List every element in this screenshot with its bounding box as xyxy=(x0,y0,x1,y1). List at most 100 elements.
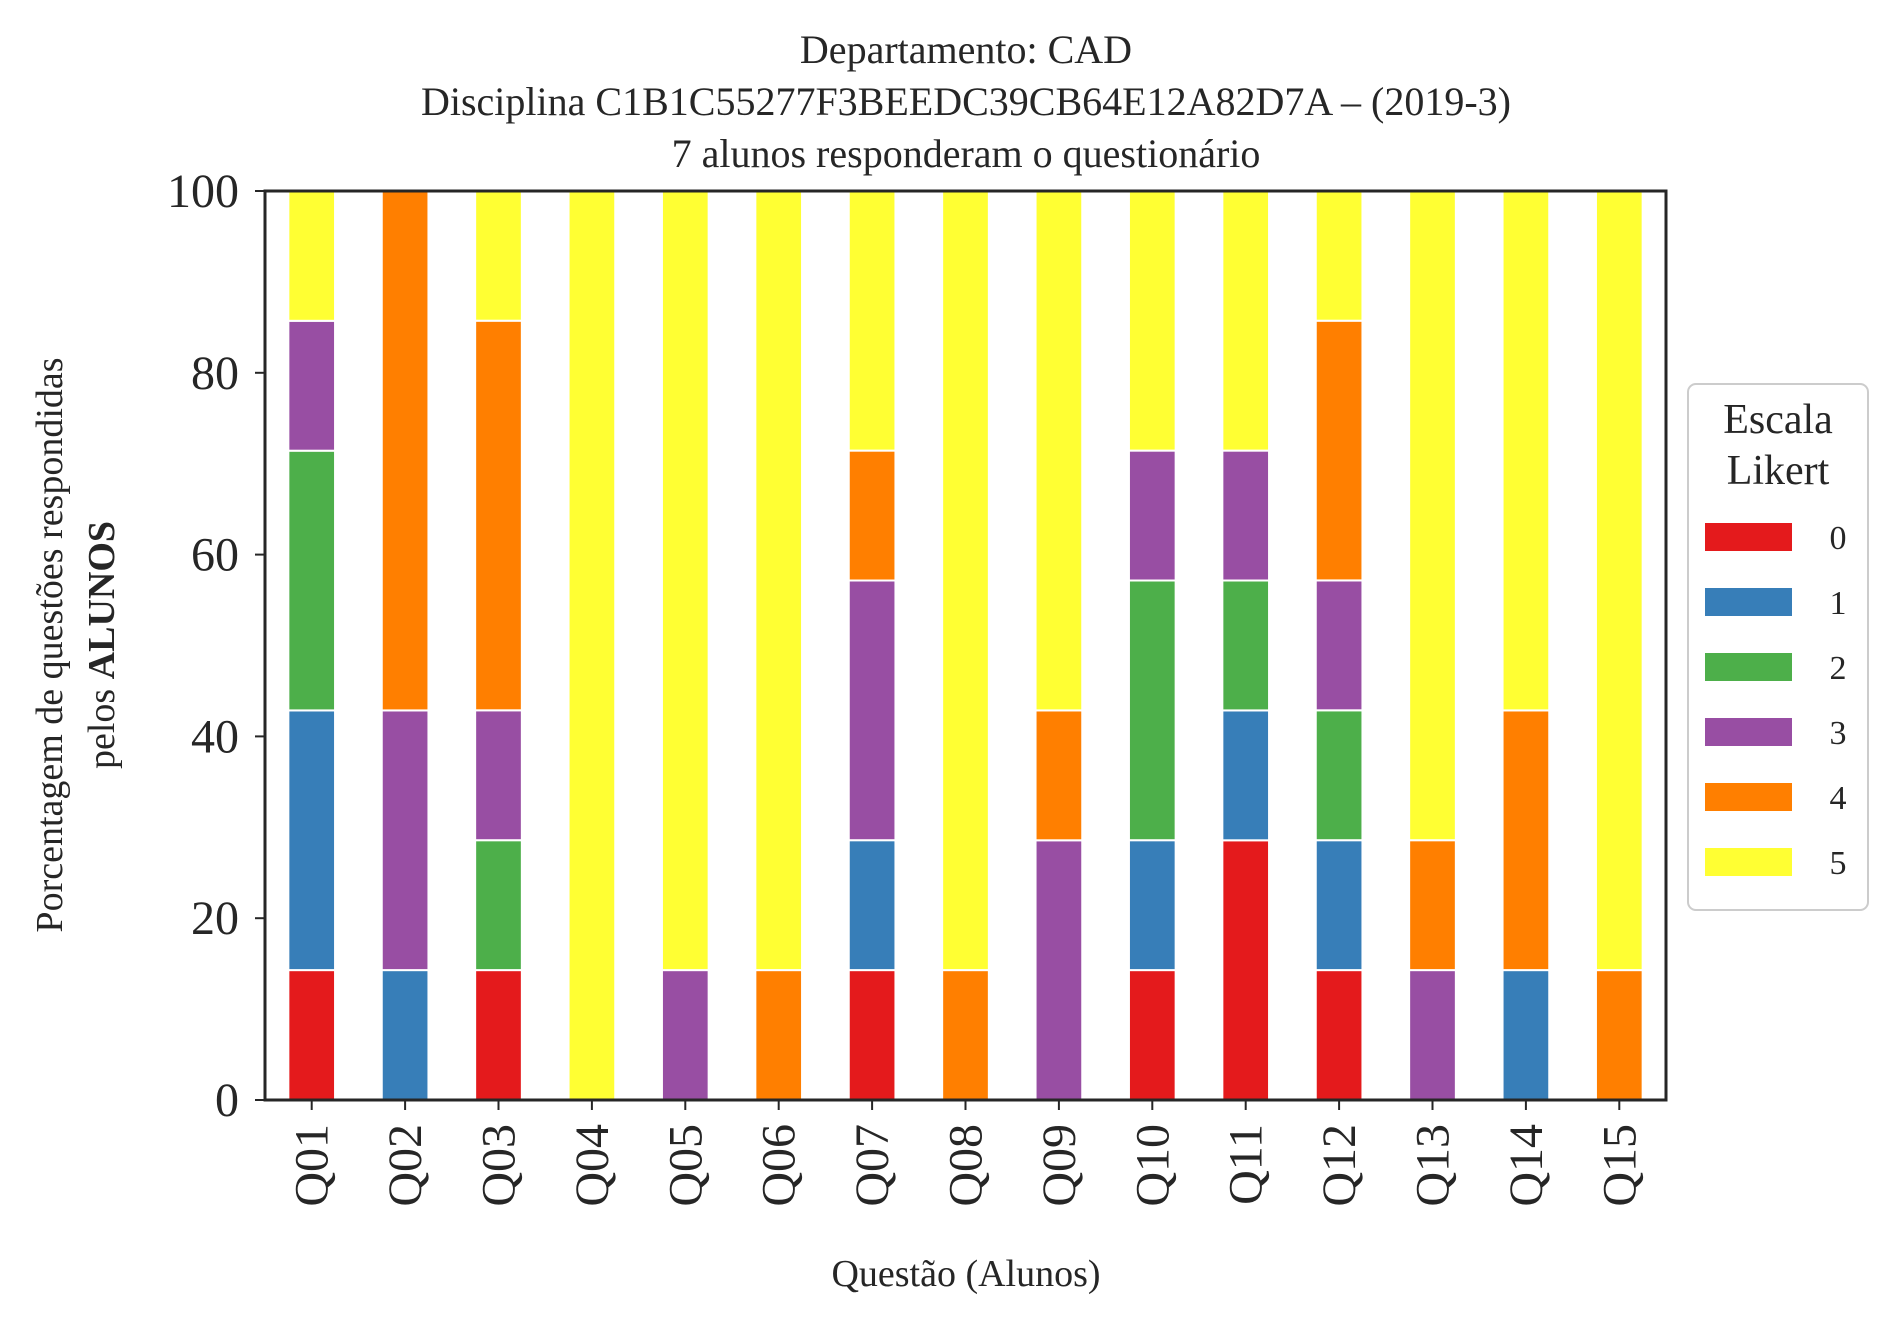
y-axis-label-line-1: Porcentagem de questões respondidas xyxy=(29,357,71,932)
x-axis-label: Questão (Alunos) xyxy=(831,1253,1100,1295)
bar-Q07-likert-3 xyxy=(847,579,897,842)
x-tick-label-Q07: Q07 xyxy=(846,1124,899,1207)
bar-Q11-likert-1 xyxy=(1221,709,1271,842)
bar-Q02-likert-4 xyxy=(380,190,430,712)
bar-Q11-likert-5 xyxy=(1221,189,1271,452)
y-tick-label: 40 xyxy=(191,710,239,763)
bar-Q10-likert-5 xyxy=(1127,189,1177,452)
bar-Q02-likert-3 xyxy=(380,709,430,972)
x-tick-label-Q05: Q05 xyxy=(659,1124,712,1207)
x-tick-label-Q14: Q14 xyxy=(1500,1124,1553,1207)
x-tick-label-Q15: Q15 xyxy=(1593,1124,1646,1207)
bar-Q09-likert-4 xyxy=(1034,709,1084,842)
y-tick-label: 80 xyxy=(191,347,239,400)
bar-Q09-likert-3 xyxy=(1034,839,1084,1101)
bar-Q15-likert-4 xyxy=(1594,969,1644,1101)
bar-Q13-likert-3 xyxy=(1408,969,1457,1101)
y-axis-label-bold: ALUNOS xyxy=(81,521,123,679)
bars xyxy=(287,189,1644,1101)
x-tick-label-Q03: Q03 xyxy=(473,1124,526,1207)
bar-Q05-likert-5 xyxy=(660,190,710,972)
legend-swatch-0 xyxy=(1705,523,1792,551)
legend-label-0: 0 xyxy=(1830,520,1847,557)
bar-Q07-likert-4 xyxy=(847,449,897,582)
bar-Q03-likert-0 xyxy=(474,969,523,1101)
bar-Q03-likert-5 xyxy=(474,189,523,322)
bar-Q11-likert-2 xyxy=(1221,579,1271,712)
bar-Q11-likert-0 xyxy=(1221,839,1271,1101)
plot-frame xyxy=(263,189,1668,1102)
legend-swatch-2 xyxy=(1705,653,1792,681)
x-tick-label-Q09: Q09 xyxy=(1033,1124,1086,1207)
x-tick-label-Q01: Q01 xyxy=(286,1124,339,1207)
bar-Q01-likert-3 xyxy=(287,319,337,452)
bar-Q09-likert-5 xyxy=(1034,190,1084,712)
bar-Q07-likert-5 xyxy=(847,189,897,452)
bar-Q14-likert-4 xyxy=(1501,709,1551,972)
x-tick-label-Q08: Q08 xyxy=(940,1124,993,1207)
legend-swatch-4 xyxy=(1705,783,1792,811)
title-line-2: Disciplina C1B1C55277F3BEEDC39CB64E12A82… xyxy=(421,79,1511,124)
bar-Q08-likert-5 xyxy=(941,190,990,972)
x-axis-ticks: Q01 Q02 Q03 Q04 Q05 Q06 Q07 Q08 Q09 Q10 Q11 Q12 Q13 Q… xyxy=(286,1100,1646,1207)
y-axis-label-line-2: pelos ALUNOS xyxy=(81,521,123,769)
bar-Q12-likert-1 xyxy=(1314,839,1364,972)
bar-Q12-likert-0 xyxy=(1314,969,1364,1101)
bar-Q10-likert-1 xyxy=(1127,839,1177,972)
y-axis-label: Porcentagem de questões respondidas pelo… xyxy=(29,357,123,932)
x-tick-label-Q06: Q06 xyxy=(753,1124,806,1207)
bar-Q13-likert-5 xyxy=(1408,189,1457,842)
bar-Q12-likert-5 xyxy=(1314,189,1364,322)
bar-Q14-likert-1 xyxy=(1501,969,1551,1101)
chart-title: Departamento: CAD Disciplina C1B1C55277F… xyxy=(421,27,1511,176)
bar-Q02-likert-1 xyxy=(380,969,430,1101)
y-tick-label: 100 xyxy=(167,165,239,218)
x-tick-label-Q02: Q02 xyxy=(379,1124,432,1207)
bar-Q12-likert-3 xyxy=(1314,579,1364,712)
x-tick-label-Q12: Q12 xyxy=(1313,1124,1366,1207)
y-axis-ticks: 0 20 40 60 80 100 xyxy=(167,165,265,1127)
legend-label-2: 2 xyxy=(1830,650,1847,687)
bar-Q01-likert-2 xyxy=(287,449,337,712)
legend-frame xyxy=(1687,383,1869,911)
y-axis-label-prefix: pelos xyxy=(81,679,123,769)
bar-Q10-likert-3 xyxy=(1127,449,1177,582)
legend-title-line-2: Likert xyxy=(1727,448,1830,494)
x-tick-label-Q10: Q10 xyxy=(1126,1124,1179,1207)
legend-label-3: 3 xyxy=(1830,715,1847,752)
bar-Q01-likert-0 xyxy=(287,969,337,1101)
bar-Q01-likert-1 xyxy=(287,709,337,972)
bar-Q03-likert-4 xyxy=(474,319,523,712)
bar-Q03-likert-2 xyxy=(474,839,523,972)
legend: Escala Likert 0 1 2 3 4 5 xyxy=(1687,383,1869,911)
legend-swatch-1 xyxy=(1705,588,1792,616)
bar-Q14-likert-5 xyxy=(1501,190,1551,712)
legend-label-5: 5 xyxy=(1830,845,1847,882)
bar-Q11-likert-3 xyxy=(1221,449,1271,582)
bar-Q07-likert-0 xyxy=(847,969,897,1101)
x-tick-label-Q13: Q13 xyxy=(1407,1124,1460,1207)
legend-items: 0 1 2 3 4 5 xyxy=(1705,520,1847,882)
legend-label-1: 1 xyxy=(1830,585,1847,622)
bar-Q15-likert-5 xyxy=(1594,190,1644,972)
legend-swatch-3 xyxy=(1705,718,1792,746)
bar-Q03-likert-3 xyxy=(474,709,523,842)
x-tick-label-Q11: Q11 xyxy=(1220,1124,1273,1205)
bar-Q01-likert-5 xyxy=(287,189,337,322)
title-line-1: Departamento: CAD xyxy=(800,27,1132,72)
bar-Q08-likert-4 xyxy=(941,969,990,1101)
y-tick-label: 60 xyxy=(191,529,239,582)
bar-Q13-likert-4 xyxy=(1408,839,1457,972)
title-line-3: 7 alunos responderam o questionário xyxy=(672,131,1261,176)
bar-Q10-likert-0 xyxy=(1127,969,1177,1101)
bar-Q04-likert-5 xyxy=(567,190,617,1101)
legend-swatch-5 xyxy=(1705,848,1792,876)
x-tick-label-Q04: Q04 xyxy=(566,1124,619,1207)
bar-Q06-likert-4 xyxy=(754,969,804,1101)
bar-Q10-likert-2 xyxy=(1127,579,1177,842)
y-tick-label: 20 xyxy=(191,892,239,945)
bar-Q12-likert-4 xyxy=(1314,319,1364,582)
legend-title-line-1: Escala xyxy=(1723,397,1833,443)
bar-Q05-likert-3 xyxy=(660,969,710,1101)
